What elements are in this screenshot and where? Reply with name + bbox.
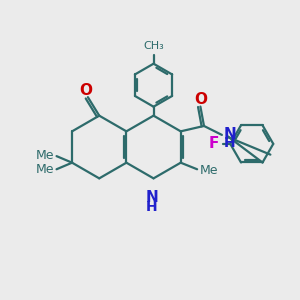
Text: N: N xyxy=(224,128,236,142)
Text: Me: Me xyxy=(36,149,54,162)
Text: Me: Me xyxy=(200,164,219,177)
Text: H: H xyxy=(224,136,235,150)
Text: F: F xyxy=(209,136,219,152)
Text: Me: Me xyxy=(36,164,54,176)
Text: O: O xyxy=(194,92,207,107)
Text: N: N xyxy=(146,190,158,205)
Text: H: H xyxy=(146,200,158,214)
Text: O: O xyxy=(79,83,92,98)
Text: CH₃: CH₃ xyxy=(143,40,164,51)
